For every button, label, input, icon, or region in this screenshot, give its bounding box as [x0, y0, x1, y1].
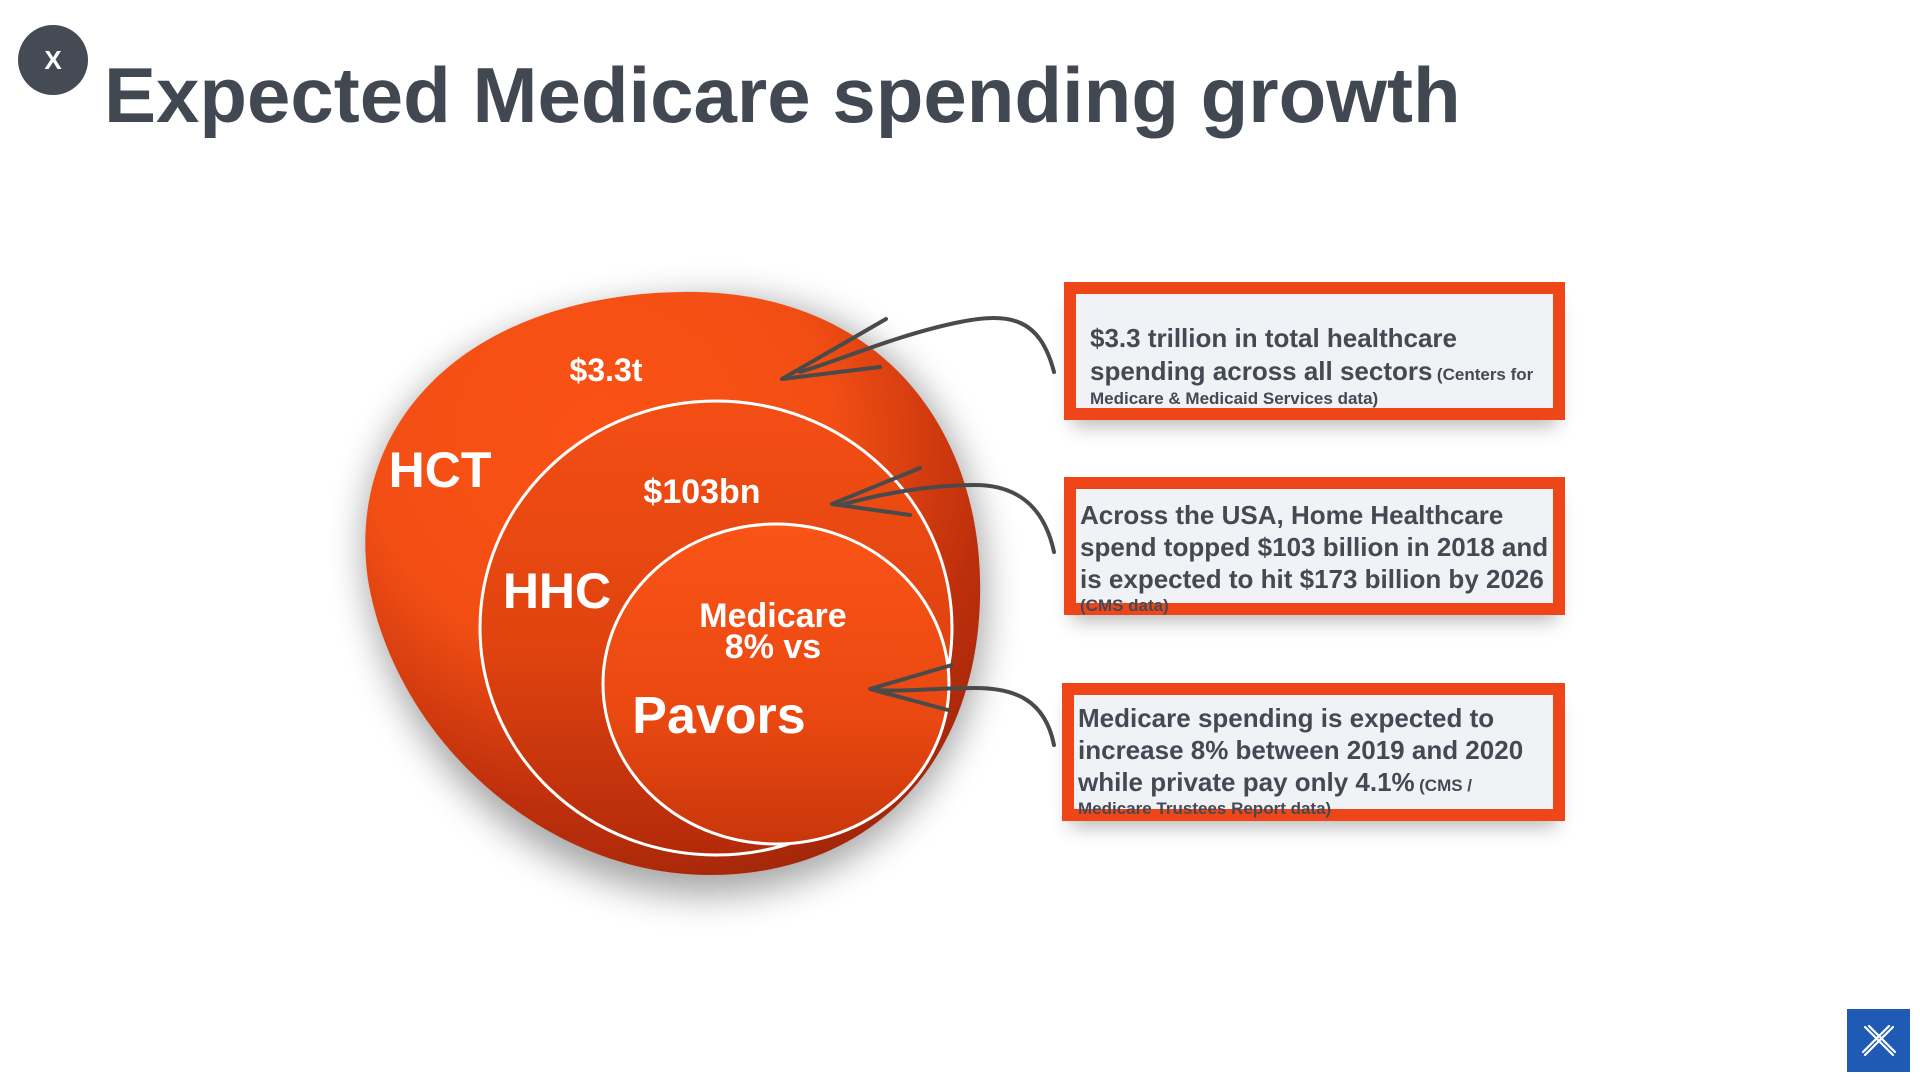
x-logo-icon	[1861, 1024, 1896, 1056]
note-box-medicare-growth: Medicare spending is expected to increas…	[1062, 683, 1565, 821]
outer-value-label: $3.3t	[570, 352, 643, 388]
close-button[interactable]: X	[18, 25, 88, 95]
note-3-main-text: Medicare spending is expected to increas…	[1078, 703, 1524, 797]
note-box-total-spending: $3.3 trillion in total healthcare spendi…	[1064, 282, 1565, 420]
middle-value-label: $103bn	[643, 473, 760, 511]
inner-label-line2: 8% vs	[725, 628, 821, 666]
middle-name-label: HHC	[503, 563, 611, 619]
note-3-source-text: (CMS / Medicare Trustees Report data)	[1078, 776, 1473, 818]
brand-logo[interactable]	[1847, 1009, 1910, 1072]
arrow-to-middle	[830, 466, 1056, 554]
note-2-main-text: Across the USA, Home Healthcare spend to…	[1080, 500, 1549, 594]
note-1-main-text: $3.3 trillion in total healthcare spendi…	[1090, 323, 1457, 386]
arrow-to-inner	[868, 663, 1056, 747]
note-1-source-text: (Centers for Medicare & Medicaid Service…	[1090, 365, 1534, 408]
outer-name-label: HCT	[389, 442, 492, 498]
note-box-home-healthcare: Across the USA, Home Healthcare spend to…	[1064, 477, 1565, 615]
page-title: Expected Medicare spending growth	[104, 51, 1461, 139]
inner-label-line3: Pavors	[632, 687, 805, 745]
note-2-source-text: (CMS data)	[1080, 596, 1169, 615]
arrow-to-outer	[780, 316, 1056, 381]
inner-label-line1: Medicare	[699, 597, 846, 635]
inner-circle-medicare	[601, 522, 951, 846]
